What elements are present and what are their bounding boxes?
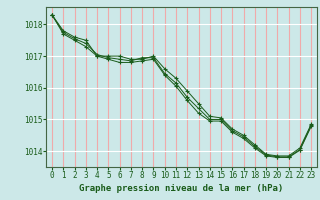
- X-axis label: Graphe pression niveau de la mer (hPa): Graphe pression niveau de la mer (hPa): [79, 184, 284, 193]
